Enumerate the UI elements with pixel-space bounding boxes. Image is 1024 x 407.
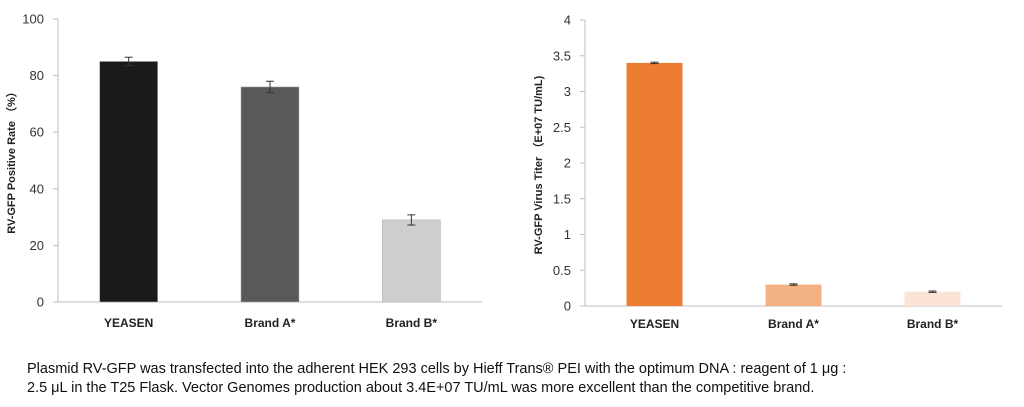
y-tick-label: 2 <box>564 156 571 171</box>
y-tick-label: 0 <box>37 295 44 310</box>
y-tick-label: 20 <box>30 238 44 253</box>
y-tick-label: 3 <box>564 84 571 99</box>
y-tick-label: 80 <box>30 68 44 83</box>
y-tick-label: 4 <box>564 13 571 28</box>
category-label: Brand B* <box>386 316 438 330</box>
bar <box>904 291 961 306</box>
y-axis-label: RV-GFP Positive Rate （%） <box>5 86 18 234</box>
y-tick-label: 60 <box>30 125 44 140</box>
y-axis-label: RV-GFP Virus Titer （E+07 TU/mL) <box>532 75 545 254</box>
bar <box>382 219 441 303</box>
category-label: YEASEN <box>104 316 153 330</box>
figure-caption: Plasmid RV-GFP was transfected into the … <box>27 360 1007 398</box>
category-label: Brand A* <box>245 316 296 330</box>
category-label: Brand B* <box>907 317 959 331</box>
caption-line-2: 2.5 μL in the T25 Flask. Vector Genomes … <box>27 380 815 396</box>
y-tick-label: 1 <box>564 227 571 242</box>
y-tick-label: 40 <box>30 181 44 196</box>
bar <box>765 284 822 306</box>
y-tick-label: 100 <box>22 12 44 27</box>
caption-line-1: Plasmid RV-GFP was transfected into the … <box>27 361 847 377</box>
category-label: Brand A* <box>768 317 819 331</box>
y-tick-label: 0 <box>564 299 571 314</box>
y-tick-label: 3.5 <box>553 48 571 63</box>
bar <box>240 86 300 303</box>
bar <box>99 61 158 303</box>
y-tick-label: 1.5 <box>553 191 571 206</box>
bar <box>626 62 683 307</box>
y-tick-label: 2.5 <box>553 120 571 135</box>
category-label: YEASEN <box>630 317 679 331</box>
y-tick-label: 0.5 <box>553 263 571 278</box>
